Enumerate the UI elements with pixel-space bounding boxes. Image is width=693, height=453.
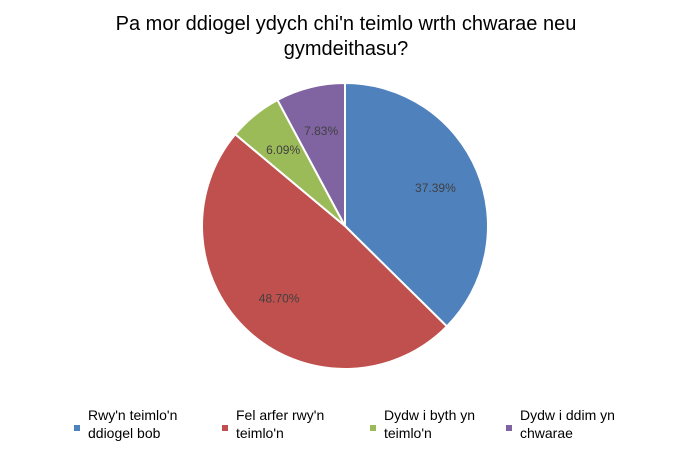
slice-value-label-0: 37.39%	[415, 181, 456, 195]
legend-label-3-line-2: chwarae	[520, 425, 573, 441]
slice-value-label-3: 7.83%	[304, 124, 338, 138]
legend-label-1-line-1: Fel arfer rwy'n	[236, 407, 324, 423]
chart-title: Pa mor ddiogel ydych chi'n teimlo wrth c…	[116, 13, 577, 60]
slice-value-labels: 37.39% 48.70% 6.09% 7.83%	[259, 124, 456, 306]
pie-slice-0	[344, 81, 489, 328]
legend-swatch-1	[222, 425, 228, 431]
pie-slice-1	[201, 132, 449, 370]
legend: Rwy'n teimlo'n ddiogel bob Fel arfer rwy'n…	[74, 407, 615, 441]
slice-value-label-1: 48.70%	[259, 292, 300, 306]
pie-slices	[201, 81, 489, 370]
chart-title-line-2: gymdeithasu?	[284, 38, 409, 60]
legend-swatch-0	[74, 425, 80, 431]
pie-slice-3	[276, 81, 346, 227]
slice-value-label-2: 6.09%	[266, 143, 300, 157]
legend-swatch-2	[370, 425, 376, 431]
chart-title-line-1: Pa mor ddiogel ydych chi'n teimlo wrth c…	[116, 13, 577, 35]
legend-swatch-3	[506, 425, 512, 431]
legend-item-0: Rwy'n teimlo'n ddiogel bob	[74, 407, 177, 441]
legend-item-3: Dydw i ddim yn chwarae	[506, 407, 615, 441]
legend-item-1: Fel arfer rwy'n teimlo'n	[222, 407, 324, 441]
legend-label-2-line-1: Dydw i byth yn	[384, 407, 475, 423]
legend-label-2-line-2: teimlo'n	[384, 425, 432, 441]
legend-item-2: Dydw i byth yn teimlo'n	[370, 407, 475, 441]
legend-label-0-line-1: Rwy'n teimlo'n	[88, 407, 177, 423]
legend-label-3-line-1: Dydw i ddim yn	[520, 407, 615, 423]
legend-label-1-line-2: teimlo'n	[236, 425, 284, 441]
legend-label-0-line-2: ddiogel bob	[88, 425, 161, 441]
